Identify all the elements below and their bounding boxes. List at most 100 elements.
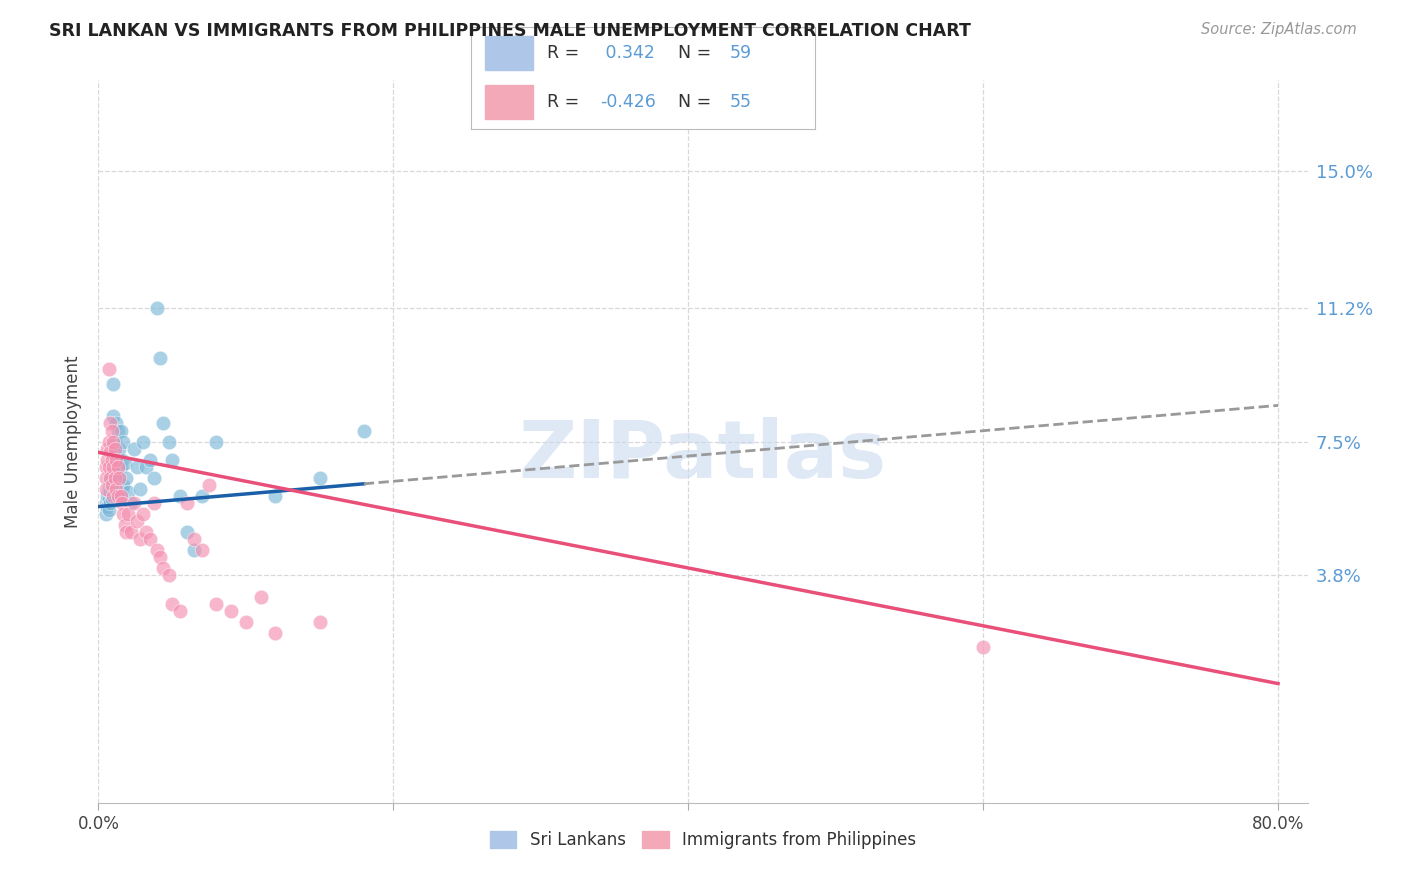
Point xyxy=(108,470,131,484)
Point xyxy=(107,459,129,474)
Point xyxy=(249,590,271,604)
Point xyxy=(183,542,205,557)
Point xyxy=(94,470,117,484)
Point xyxy=(104,470,127,484)
Point xyxy=(101,489,124,503)
Point xyxy=(152,561,174,575)
Text: 55: 55 xyxy=(730,93,751,112)
Point xyxy=(135,459,157,474)
Point xyxy=(115,524,138,539)
Point xyxy=(110,489,132,503)
Point xyxy=(120,496,142,510)
Point xyxy=(190,489,212,503)
Point xyxy=(157,434,180,449)
Point xyxy=(117,485,139,500)
Point xyxy=(97,362,120,376)
Point xyxy=(110,459,132,474)
Point xyxy=(176,524,198,539)
Point xyxy=(94,459,117,474)
Bar xyxy=(485,36,533,70)
Point xyxy=(112,507,135,521)
Point xyxy=(105,417,128,431)
Text: N =: N = xyxy=(678,44,717,62)
Legend: Sri Lankans, Immigrants from Philippines: Sri Lankans, Immigrants from Philippines xyxy=(482,824,924,856)
Point xyxy=(160,452,183,467)
Point xyxy=(219,604,242,618)
Y-axis label: Male Unemployment: Male Unemployment xyxy=(63,355,82,528)
Point xyxy=(98,485,121,500)
Point xyxy=(198,478,221,492)
Point xyxy=(110,489,132,503)
Point xyxy=(120,524,142,539)
Point xyxy=(101,409,124,424)
Point xyxy=(101,459,124,474)
Point xyxy=(98,475,121,489)
Point xyxy=(353,424,375,438)
Text: SRI LANKAN VS IMMIGRANTS FROM PHILIPPINES MALE UNEMPLOYMENT CORRELATION CHART: SRI LANKAN VS IMMIGRANTS FROM PHILIPPINE… xyxy=(49,22,972,40)
Text: 59: 59 xyxy=(730,44,751,62)
Point xyxy=(100,492,122,507)
Point xyxy=(115,470,138,484)
Point xyxy=(125,514,148,528)
Point xyxy=(111,482,134,496)
Point xyxy=(96,452,118,467)
Point xyxy=(264,489,287,503)
Point xyxy=(128,482,150,496)
Point xyxy=(205,434,228,449)
Point xyxy=(97,434,120,449)
Point xyxy=(107,489,129,503)
Point xyxy=(97,482,120,496)
Point xyxy=(107,424,129,438)
Point xyxy=(205,597,228,611)
Point xyxy=(100,452,122,467)
Point xyxy=(157,568,180,582)
Point xyxy=(98,417,121,431)
Text: R =: R = xyxy=(547,44,585,62)
Point xyxy=(101,434,124,449)
Point xyxy=(107,459,129,474)
Point xyxy=(100,470,122,484)
Point xyxy=(972,640,994,655)
Point xyxy=(176,496,198,510)
Point xyxy=(143,470,166,484)
Point xyxy=(100,482,122,496)
Point xyxy=(100,478,122,492)
Text: -0.426: -0.426 xyxy=(600,93,657,112)
Point xyxy=(146,301,169,315)
Point xyxy=(101,459,124,474)
Point xyxy=(96,500,118,514)
Point xyxy=(308,615,330,630)
Point xyxy=(152,417,174,431)
Point xyxy=(160,597,183,611)
Bar xyxy=(485,86,533,119)
Point xyxy=(101,376,124,391)
Point xyxy=(143,496,166,510)
Point xyxy=(104,470,127,484)
Point xyxy=(107,489,129,503)
Point xyxy=(105,482,128,496)
Point xyxy=(183,532,205,546)
Point xyxy=(94,507,117,521)
Point xyxy=(235,615,257,630)
Point xyxy=(105,489,128,503)
Point xyxy=(112,434,135,449)
Point xyxy=(97,459,120,474)
Point xyxy=(112,478,135,492)
Point xyxy=(104,434,127,449)
Text: Source: ZipAtlas.com: Source: ZipAtlas.com xyxy=(1201,22,1357,37)
Point xyxy=(105,445,128,459)
Point xyxy=(190,542,212,557)
Point xyxy=(146,542,169,557)
Text: ZIPatlas: ZIPatlas xyxy=(519,417,887,495)
Point xyxy=(131,507,153,521)
Point xyxy=(98,470,121,484)
Point xyxy=(111,452,134,467)
Point xyxy=(169,489,191,503)
Point xyxy=(105,452,128,467)
Point xyxy=(97,503,120,517)
Point xyxy=(169,604,191,618)
Point xyxy=(125,459,148,474)
Point xyxy=(108,442,131,456)
Point xyxy=(108,470,131,484)
Point xyxy=(94,496,117,510)
